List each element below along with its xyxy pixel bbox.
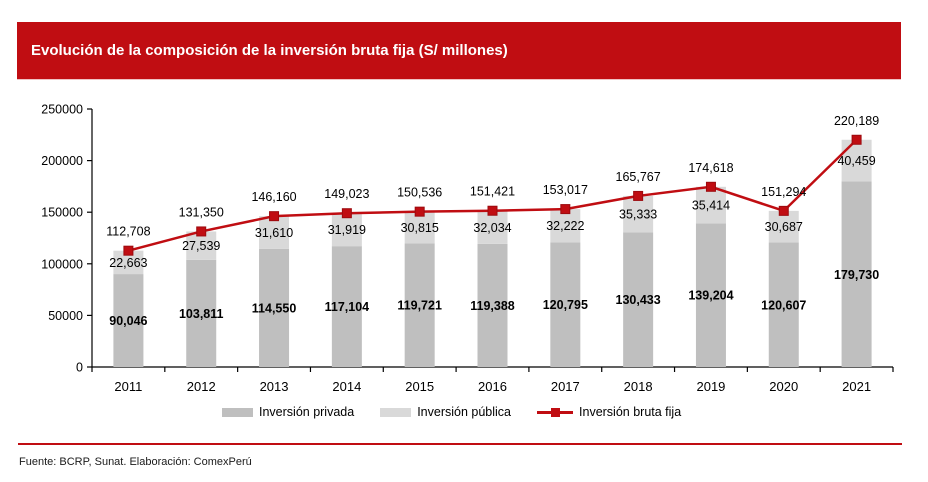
privada-data-label: 114,550 bbox=[252, 301, 297, 315]
total-data-label: 165,767 bbox=[616, 170, 661, 184]
x-category-label: 2016 bbox=[478, 379, 507, 394]
privada-data-label: 119,721 bbox=[397, 299, 442, 313]
bar-segment-publica bbox=[695, 186, 726, 224]
y-tick-label: 150000 bbox=[41, 206, 83, 220]
total-data-label: 131,350 bbox=[179, 205, 224, 219]
publica-data-label: 31,610 bbox=[255, 226, 293, 240]
bar-segment-privada bbox=[331, 246, 362, 367]
privada-data-label: 117,104 bbox=[325, 300, 370, 314]
bar-segment-privada bbox=[841, 181, 872, 367]
legend-swatch-privada-icon bbox=[222, 407, 253, 417]
y-tick-label: 250000 bbox=[41, 103, 83, 117]
total-data-label: 146,160 bbox=[251, 190, 296, 204]
line-marker-square-icon bbox=[414, 206, 425, 217]
legend-label-privada: Inversión privada bbox=[259, 405, 355, 419]
bar-segment-privada bbox=[186, 259, 217, 367]
x-category-label: 2015 bbox=[405, 379, 434, 394]
bar-segment-privada bbox=[550, 242, 581, 367]
footer-divider-rule bbox=[18, 443, 902, 445]
total-data-label: 149,023 bbox=[324, 187, 369, 201]
total-data-label: 153,017 bbox=[543, 183, 588, 197]
total-data-label: 150,536 bbox=[397, 186, 442, 200]
x-category-label: 2014 bbox=[332, 379, 361, 394]
publica-data-label: 32,034 bbox=[473, 221, 511, 235]
legend-item-inversion-privada: Inversión privada bbox=[222, 405, 354, 419]
legend-label-bruta-fija: Inversión bruta fija bbox=[579, 405, 682, 419]
privada-data-label: 119,388 bbox=[470, 299, 515, 313]
publica-data-label: 35,333 bbox=[619, 208, 657, 222]
legend-item-inversion-bruta-fija: Inversión bruta fija bbox=[537, 405, 681, 419]
line-marker-square-icon bbox=[778, 205, 789, 216]
total-data-label: 174,618 bbox=[688, 161, 733, 175]
bar-segment-privada bbox=[695, 223, 726, 367]
bar-segment-publica bbox=[331, 213, 362, 247]
line-marker-square-icon bbox=[196, 226, 207, 237]
bar-segment-publica bbox=[477, 210, 508, 244]
line-marker-square-icon bbox=[341, 208, 352, 219]
publica-data-label: 32,222 bbox=[546, 219, 584, 233]
privada-data-label: 90,046 bbox=[109, 314, 147, 328]
privada-data-label: 120,795 bbox=[543, 298, 588, 312]
x-category-label: 2020 bbox=[769, 379, 798, 394]
bar-segment-privada bbox=[477, 243, 508, 367]
line-marker-square-icon bbox=[705, 181, 716, 192]
line-marker-square-icon bbox=[560, 204, 571, 215]
bar-segment-publica bbox=[768, 210, 799, 243]
publica-data-label: 27,539 bbox=[182, 239, 220, 253]
line-marker-square-icon bbox=[269, 211, 280, 222]
line-marker-square-icon bbox=[123, 245, 134, 256]
bar-segment-publica bbox=[404, 211, 435, 244]
privada-data-label: 130,433 bbox=[616, 293, 661, 307]
publica-data-label: 30,815 bbox=[401, 221, 439, 235]
legend-label-publica: Inversión pública bbox=[417, 405, 512, 419]
bar-segment-publica bbox=[841, 139, 872, 182]
bar-segment-publica bbox=[550, 209, 581, 243]
privada-data-label: 120,607 bbox=[761, 298, 806, 312]
source-note: Fuente: BCRP, Sunat. Elaboración: ComexP… bbox=[19, 456, 252, 468]
total-data-label: 220,189 bbox=[834, 114, 879, 128]
legend-line-icon bbox=[537, 407, 574, 417]
chart-title-bar: Evolución de la composición de la invers… bbox=[17, 22, 901, 79]
x-category-label: 2013 bbox=[260, 379, 289, 394]
line-marker-square-icon bbox=[633, 190, 644, 201]
line-marker-square-icon bbox=[487, 205, 498, 216]
y-tick-label: 100000 bbox=[41, 257, 83, 271]
y-tick-label: 200000 bbox=[41, 154, 83, 168]
privada-data-label: 139,204 bbox=[688, 289, 733, 303]
total-data-label: 151,294 bbox=[761, 185, 806, 199]
total-data-label: 112,708 bbox=[106, 225, 150, 239]
bar-segment-publica bbox=[623, 195, 654, 233]
bar-segment-privada bbox=[259, 248, 290, 367]
chart-title: Evolución de la composición de la invers… bbox=[31, 42, 508, 59]
privada-data-label: 179,730 bbox=[834, 268, 879, 282]
x-category-label: 2019 bbox=[696, 379, 725, 394]
x-category-label: 2021 bbox=[842, 379, 871, 394]
line-marker-square-icon bbox=[851, 134, 862, 145]
bar-segment-privada bbox=[113, 274, 144, 367]
publica-data-label: 22,663 bbox=[109, 256, 147, 270]
publica-data-label: 31,919 bbox=[328, 223, 366, 237]
x-category-label: 2018 bbox=[624, 379, 653, 394]
bar-segment-publica bbox=[259, 216, 290, 249]
publica-data-label: 30,687 bbox=[765, 220, 803, 234]
x-category-label: 2011 bbox=[114, 379, 142, 394]
y-tick-label: 0 bbox=[76, 361, 83, 375]
legend-item-inversion-publica: Inversión pública bbox=[380, 405, 511, 419]
bar-segment-privada bbox=[768, 242, 799, 367]
x-category-label: 2012 bbox=[187, 379, 216, 394]
privada-data-label: 103,811 bbox=[179, 307, 224, 321]
bar-segment-publica bbox=[113, 250, 144, 275]
bar-segment-privada bbox=[623, 232, 654, 367]
bar-segment-privada bbox=[404, 243, 435, 367]
y-tick-label: 50000 bbox=[48, 309, 83, 323]
total-data-label: 151,421 bbox=[470, 185, 515, 199]
legend-square-marker-icon bbox=[551, 407, 561, 417]
legend-swatch-publica-icon bbox=[380, 407, 412, 417]
publica-data-label: 40,459 bbox=[837, 154, 875, 168]
x-category-label: 2017 bbox=[551, 379, 580, 394]
chart-legend: Inversión privada Inversión pública Inve… bbox=[222, 402, 681, 422]
publica-data-label: 35,414 bbox=[692, 199, 730, 213]
